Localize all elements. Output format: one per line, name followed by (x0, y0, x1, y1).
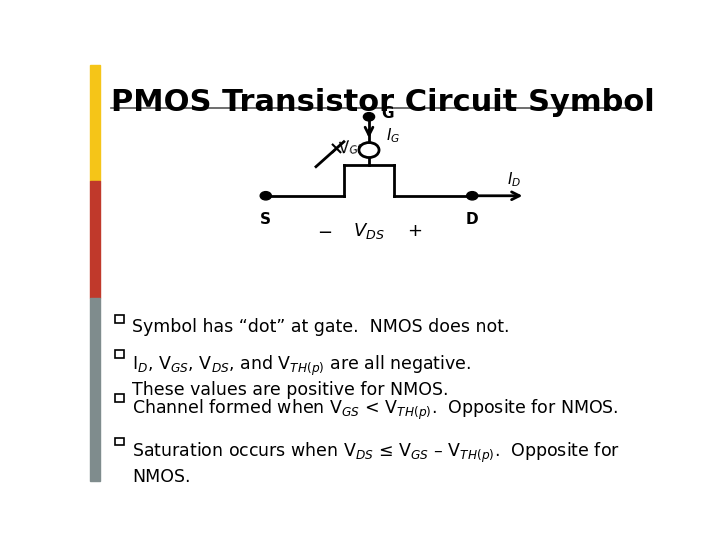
Text: G: G (382, 106, 394, 121)
Bar (115, 438, 124, 446)
Bar (90, 65, 100, 181)
Text: Saturation occurs when V$_{DS}$ ≤ V$_{GS}$ – V$_{TH(p)}$.  Opposite for
NMOS.: Saturation occurs when V$_{DS}$ ≤ V$_{GS… (132, 441, 620, 486)
Text: S: S (260, 212, 271, 227)
Circle shape (467, 192, 478, 200)
Bar (115, 350, 124, 358)
Text: I$_{D}$, V$_{GS}$, V$_{DS}$, and V$_{TH(p)}$ are all negative.
These values are : I$_{D}$, V$_{GS}$, V$_{DS}$, and V$_{TH(… (132, 354, 471, 399)
Text: $I_G$: $I_G$ (386, 126, 400, 145)
Circle shape (359, 143, 379, 158)
Circle shape (364, 113, 374, 121)
Text: ×: × (329, 140, 344, 158)
Text: $-$: $-$ (317, 222, 332, 240)
Text: $V_{GS}$: $V_{GS}$ (337, 136, 366, 159)
Bar (90, 181, 100, 298)
Text: PMOS Transistor Circuit Symbol: PMOS Transistor Circuit Symbol (111, 87, 655, 117)
Bar (115, 394, 124, 402)
Bar (90, 298, 100, 481)
Text: D: D (466, 212, 479, 227)
Text: $+$: $+$ (408, 222, 423, 240)
Bar (115, 315, 124, 322)
Text: $V_{DS}$: $V_{DS}$ (354, 221, 384, 241)
Text: Channel formed when V$_{GS}$ < V$_{TH(p)}$.  Opposite for NMOS.: Channel formed when V$_{GS}$ < V$_{TH(p)… (132, 397, 618, 422)
Text: $I_D$: $I_D$ (507, 171, 521, 190)
Circle shape (260, 192, 271, 200)
Text: Symbol has “dot” at gate.  NMOS does not.: Symbol has “dot” at gate. NMOS does not. (132, 319, 509, 336)
